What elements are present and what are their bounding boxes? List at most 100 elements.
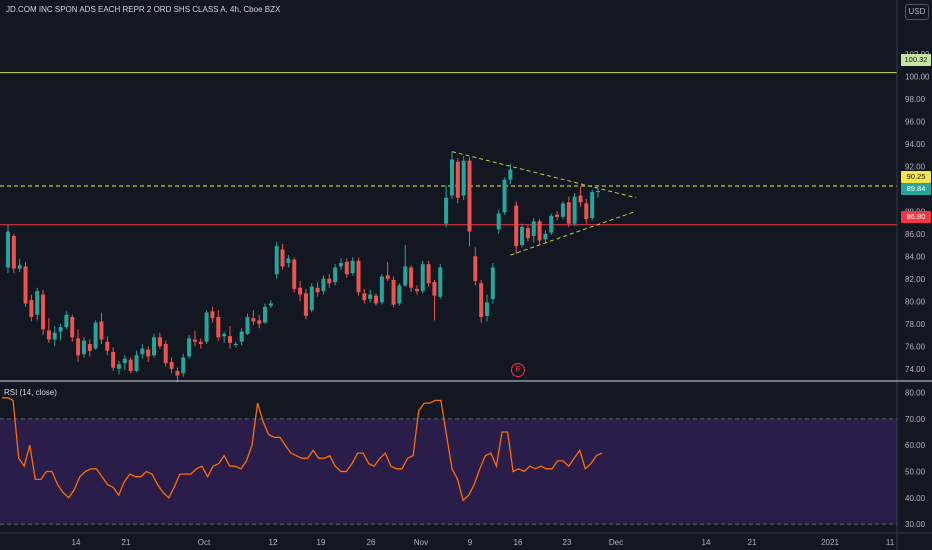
candle-body (29, 300, 34, 317)
price-tick-label: 98.00 (905, 95, 926, 104)
price-tick-label: 80.00 (905, 297, 926, 306)
horizontal-levels (0, 72, 897, 226)
rsi-title: RSI (14, close) (4, 388, 57, 397)
time-tick-label: Oct (198, 538, 211, 547)
candle-body (426, 264, 431, 284)
time-tick-label: Nov (414, 538, 428, 547)
candle-body (222, 333, 227, 337)
candle-body (321, 278, 326, 292)
time-tick-label: Dec (609, 538, 623, 547)
candle-body (146, 349, 151, 357)
candle-body (105, 341, 110, 351)
candle-body (245, 317, 250, 334)
candle-body (81, 340, 86, 355)
rsi-tick-label: 50.00 (905, 467, 926, 476)
candle-body (566, 202, 571, 224)
candle-body (175, 371, 180, 376)
price-tick-label: 78.00 (905, 320, 926, 329)
candle-body (11, 236, 16, 269)
currency-button[interactable]: USD (905, 4, 929, 20)
candle-body (467, 160, 472, 232)
time-tick-label: 23 (563, 538, 572, 547)
candle-body (473, 256, 478, 281)
candle-body (391, 279, 396, 305)
candle-body (520, 227, 525, 245)
rsi-band (0, 418, 897, 525)
price-tick-label: 82.00 (905, 275, 926, 284)
candle-body (23, 266, 28, 304)
candle-body (590, 192, 595, 218)
price-tick-label: 100.00 (905, 72, 930, 81)
candle-body (368, 294, 373, 299)
candle-body (502, 179, 507, 213)
candle-body (525, 228, 530, 239)
candle-body (327, 278, 332, 284)
candle-body (187, 338, 192, 357)
grid-lines (0, 382, 897, 532)
candle-body (485, 302, 490, 316)
rsi-tick-label: 80.00 (905, 389, 926, 398)
candle-body (438, 267, 443, 297)
candle-body (397, 285, 402, 304)
candle-body (449, 159, 454, 196)
price-tick-label: 84.00 (905, 252, 926, 261)
candle-body (263, 306, 268, 323)
rsi-panel (2, 397, 603, 502)
candle-body (560, 203, 565, 217)
candle-body (455, 161, 460, 198)
candle-body (274, 246, 279, 275)
candle-body (344, 261, 349, 275)
candle-body (181, 357, 186, 374)
time-tick-label: 12 (269, 538, 278, 547)
candle-body (409, 267, 414, 288)
candle-body (157, 337, 162, 347)
time-tick-label: 16 (514, 538, 523, 547)
candle-body (41, 294, 46, 330)
candle-body (578, 195, 583, 203)
time-tick-label: 26 (367, 538, 376, 547)
candle-body (111, 351, 116, 368)
candle-body (303, 293, 308, 316)
candle-body (140, 348, 145, 355)
candle-body (385, 275, 390, 279)
candle-body (362, 293, 367, 301)
time-tick-label: 19 (317, 538, 326, 547)
candle-body (257, 320, 262, 324)
time-tick-label: 14 (702, 538, 711, 547)
candle-body (514, 205, 519, 247)
candle-body (531, 221, 536, 236)
price-tick-label: 86.00 (905, 230, 926, 239)
rsi-tick-label: 30.00 (905, 520, 926, 529)
candle-body (572, 196, 577, 224)
candle-body (292, 259, 297, 289)
rsi-line (2, 397, 603, 502)
candle-body (286, 258, 291, 263)
candle-body (210, 311, 215, 319)
candle-body (169, 362, 174, 369)
price-tick-label: 92.00 (905, 162, 926, 171)
candle-body (379, 276, 384, 303)
candle-body (543, 233, 548, 240)
candle-body (356, 260, 361, 293)
candle-body (508, 169, 513, 180)
earnings-marker[interactable]: E (511, 363, 525, 377)
price-tick-label: 94.00 (905, 140, 926, 149)
upper-trendline (451, 151, 637, 199)
candle-body (315, 287, 320, 293)
candle-body (444, 197, 449, 224)
candle-body (128, 359, 133, 371)
candle-body (46, 330, 51, 340)
candle-body (420, 264, 425, 292)
candle-body (116, 364, 121, 369)
candle-body (596, 191, 600, 193)
candle-body (35, 291, 40, 315)
candle-body (76, 338, 81, 356)
candle-body (152, 337, 157, 356)
candle-body (432, 282, 437, 296)
candle-body (268, 303, 273, 306)
candle-body (17, 265, 22, 269)
candle-body (198, 341, 203, 344)
time-tick-label: 21 (748, 538, 757, 547)
lower-trendline (510, 210, 637, 256)
